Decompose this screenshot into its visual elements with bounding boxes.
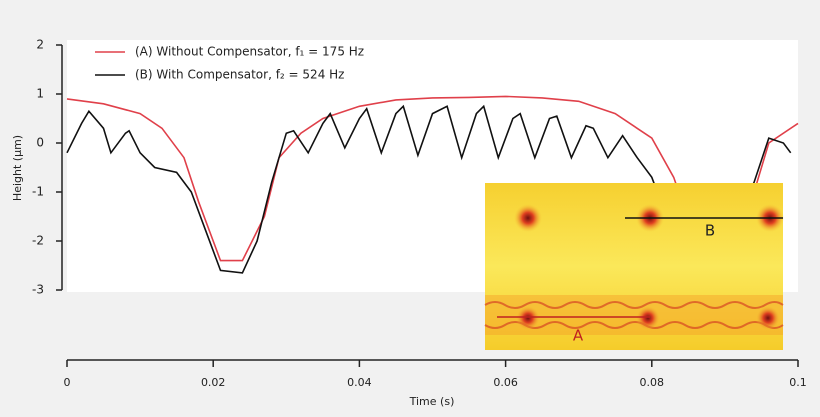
- y-tick-label: 0: [36, 136, 44, 150]
- inset-spot: [514, 204, 542, 232]
- inset-label: A: [573, 327, 584, 345]
- inset-spot: [636, 306, 660, 330]
- legend-label: (B) With Compensator, f₂ = 524 Hz: [135, 68, 344, 82]
- series-line: [66, 104, 792, 274]
- x-tick-label: 0.06: [493, 376, 518, 389]
- legend-label: (A) Without Compensator, f₁ = 175 Hz: [135, 45, 364, 59]
- inset-spot: [756, 306, 780, 330]
- y-tick-label: 2: [36, 38, 44, 52]
- inset: B A: [484, 183, 784, 350]
- y-tick-label: -3: [32, 283, 44, 297]
- inset-wave: [484, 301, 784, 329]
- inset-spot: [516, 306, 540, 330]
- y-tick-label: -2: [32, 234, 44, 248]
- x-tick-label: 0.08: [640, 376, 665, 389]
- x-tick-label: 0: [64, 376, 71, 389]
- x-axis-label: Time (s): [409, 395, 455, 408]
- inset-label: B: [705, 222, 715, 240]
- x-tick-label: 0.04: [347, 376, 372, 389]
- y-tick-label: 1: [36, 87, 44, 101]
- y-tick-label: -1: [32, 185, 44, 199]
- x-tick-label: 0.02: [201, 376, 226, 389]
- y-axis-label: Height (μm): [11, 135, 24, 201]
- x-tick-label: 0.1: [789, 376, 807, 389]
- legend: [85, 40, 425, 88]
